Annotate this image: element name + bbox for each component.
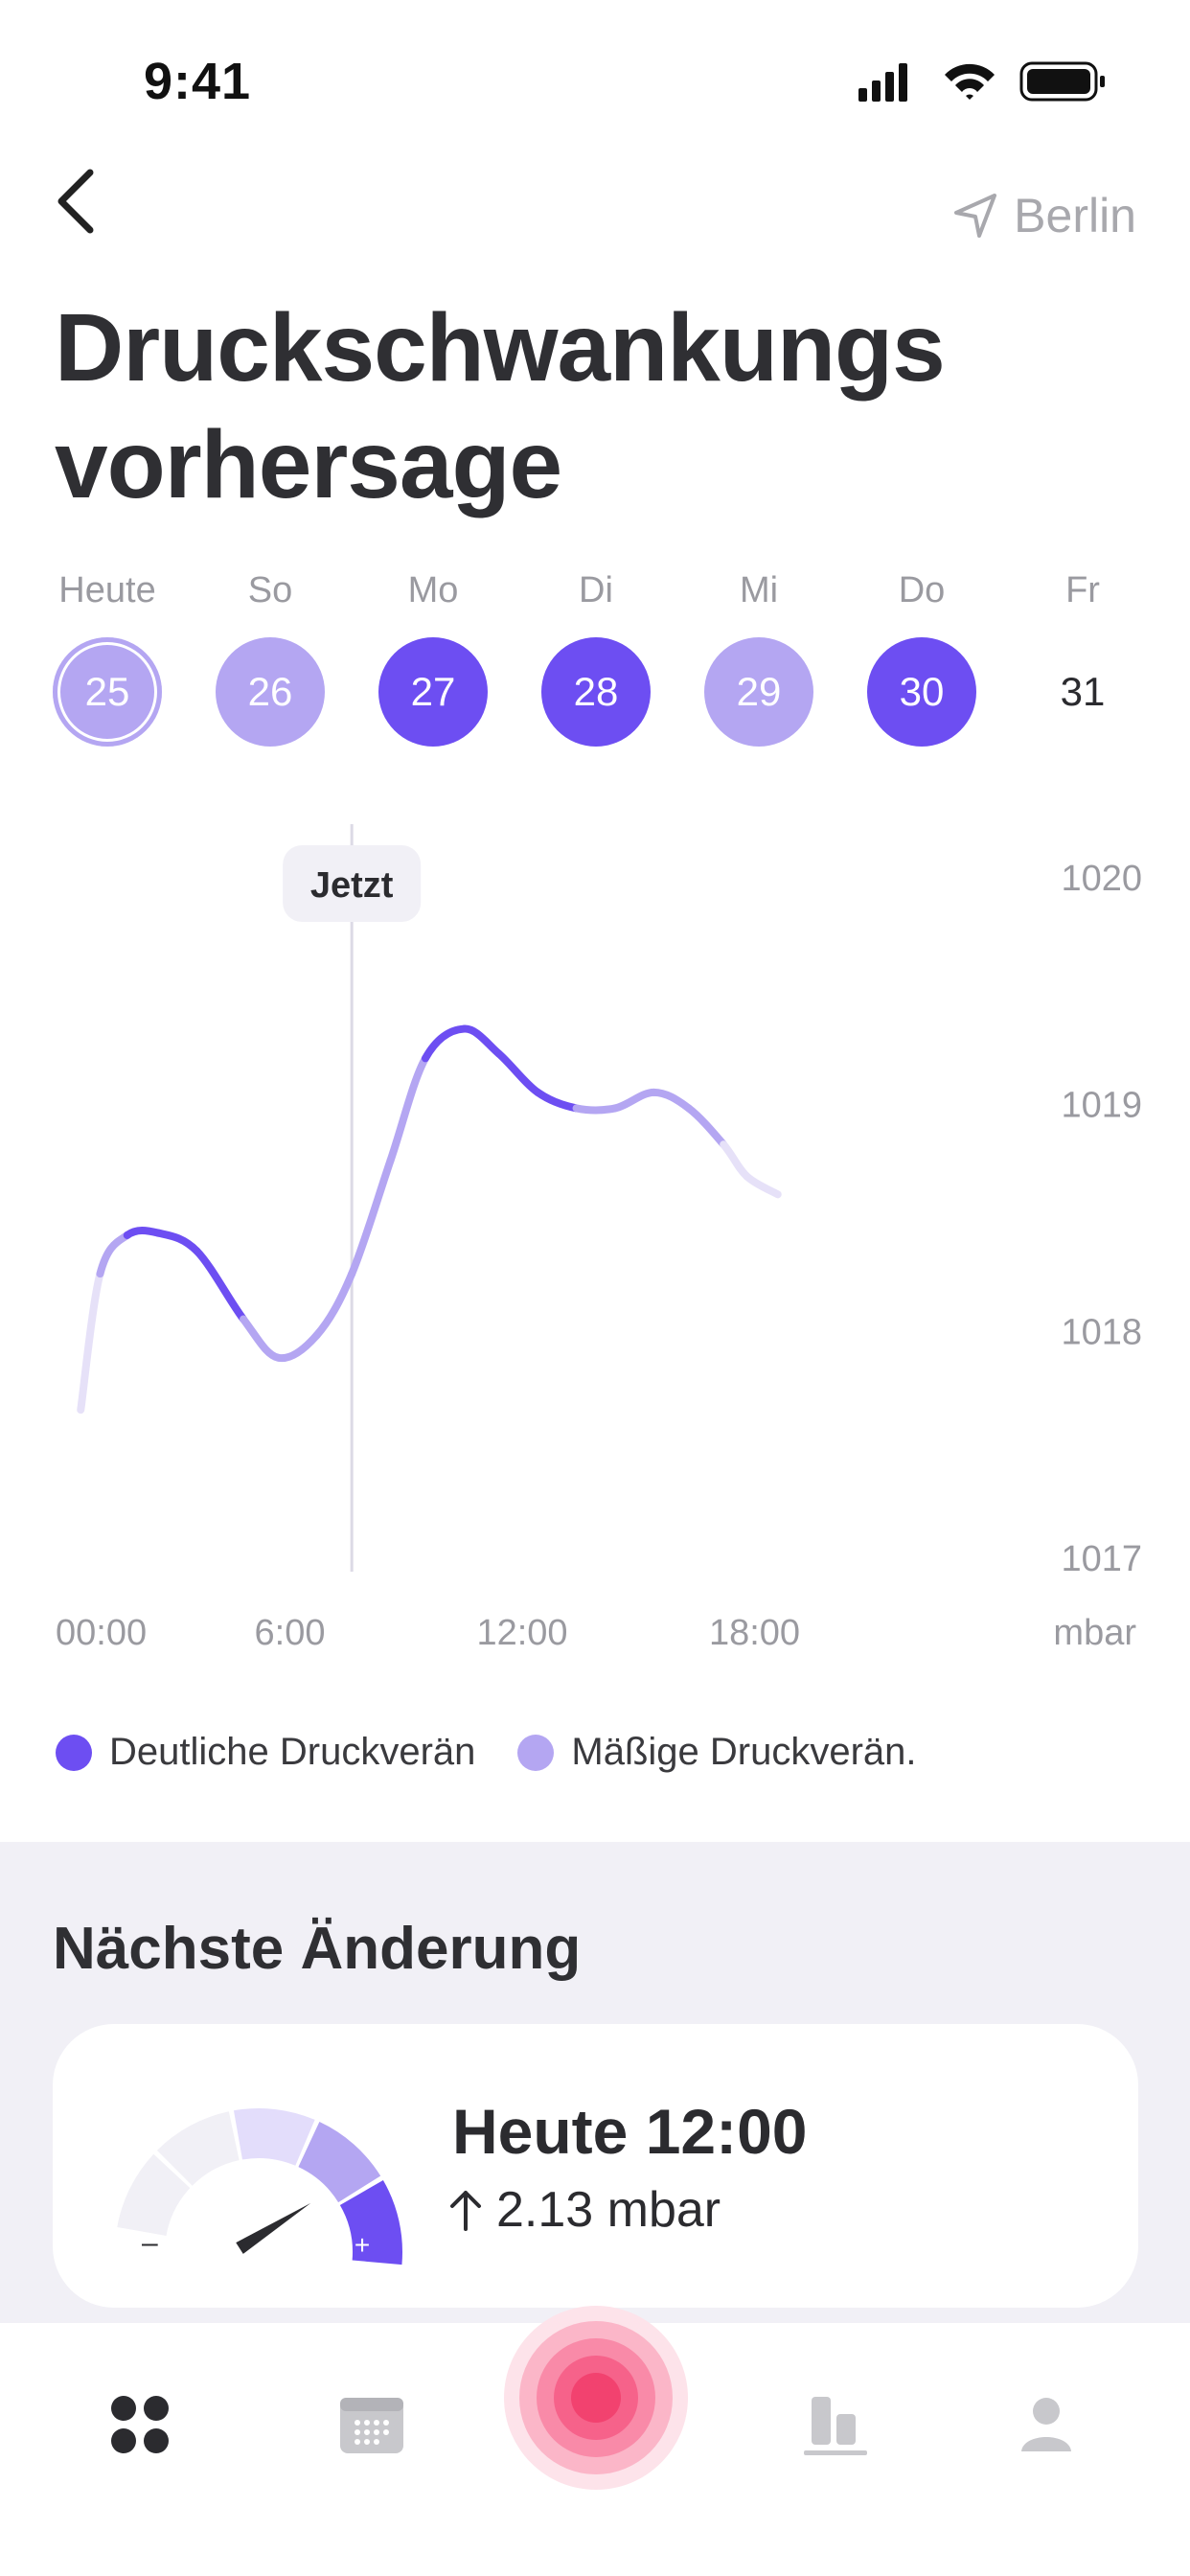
- wifi-icon: [945, 63, 995, 100]
- series-segment: [240, 1315, 283, 1362]
- day-circle[interactable]: 28: [541, 637, 651, 747]
- day-item-4[interactable]: Mi 29: [701, 570, 816, 747]
- tab-profile[interactable]: [998, 2377, 1094, 2472]
- tab-stats[interactable]: [788, 2377, 883, 2472]
- gauge-plus-label: +: [355, 2230, 370, 2260]
- day-item-1[interactable]: So 26: [213, 570, 328, 747]
- y-tick-label: 1019: [1061, 1086, 1142, 1126]
- page-title: Druckschwankungs vorhersage: [55, 289, 1109, 523]
- now-label: Jetzt: [310, 865, 394, 906]
- next-change-time: Heute 12:00: [452, 2096, 808, 2167]
- day-item-5[interactable]: Do 30: [864, 570, 979, 747]
- series-segment: [154, 1229, 201, 1255]
- series-segment: [421, 1024, 469, 1063]
- location-arrow-icon: [954, 194, 997, 238]
- day-name: Di: [579, 570, 613, 610]
- series-segment: [386, 1054, 429, 1164]
- location-selector[interactable]: Berlin: [950, 182, 1136, 249]
- tab-dashboard[interactable]: [92, 2377, 188, 2472]
- x-tick-label: 6:00: [255, 1613, 326, 1653]
- y-tick-label: 1018: [1061, 1312, 1142, 1352]
- day-item-2[interactable]: Mo 27: [376, 570, 491, 747]
- x-tick-label: 12:00: [476, 1613, 567, 1653]
- gauge-segment: [339, 2180, 402, 2266]
- dashboard-icon: [111, 2396, 169, 2453]
- status-time: 9:41: [144, 53, 252, 110]
- signal-icon: [858, 63, 907, 102]
- day-name: Mo: [407, 570, 459, 610]
- gauge-needle: [236, 2202, 311, 2254]
- arrow-up-icon: [450, 2191, 481, 2231]
- series-segment: [274, 1331, 321, 1363]
- gauge-minus-label: –: [142, 2227, 158, 2259]
- pressure-chart: Jetzt 1017 1018 1019 1020 00:00 6:00 12:00 18:00…: [56, 824, 1142, 1653]
- series-segment: [77, 1270, 104, 1414]
- legend-label-strong: Deutliche Druckverän: [109, 1731, 476, 1773]
- series-segment: [572, 1104, 619, 1115]
- series-segment: [96, 1230, 131, 1278]
- next-change-title: Nächste Änderung: [53, 1916, 582, 1982]
- day-item-6[interactable]: Fr 31: [1025, 570, 1140, 747]
- gauge-segment: [298, 2122, 381, 2203]
- series-segment: [312, 1270, 356, 1340]
- series-segment: [650, 1088, 693, 1113]
- series-segment: [720, 1140, 751, 1181]
- tab-calendar[interactable]: [324, 2377, 420, 2472]
- series-segment: [193, 1247, 247, 1323]
- x-tick-label: 18:00: [709, 1613, 800, 1653]
- series-segment: [348, 1156, 395, 1278]
- profile-icon: [1021, 2398, 1071, 2451]
- chevron-left-icon: [57, 169, 94, 234]
- series-segment: [684, 1104, 728, 1149]
- next-change-delta: 2.13 mbar: [446, 2181, 721, 2239]
- legend-dot-strong: [56, 1734, 92, 1771]
- series-segment: [460, 1024, 503, 1058]
- gauge-segment: [233, 2108, 315, 2166]
- day-circle[interactable]: 29: [704, 637, 813, 747]
- calendar-icon: [340, 2398, 403, 2453]
- status-icons: [858, 61, 1105, 102]
- series-segment: [494, 1049, 542, 1096]
- x-tick-label: 00:00: [56, 1613, 147, 1653]
- day-name: Fr: [1065, 570, 1100, 610]
- day-name: Do: [898, 570, 946, 610]
- location-label: Berlin: [1014, 189, 1136, 242]
- legend-item-strong: Deutliche Druckverän: [56, 1731, 475, 1774]
- chart-legend: Deutliche Druckverän Mäßige Druckverän.: [56, 1731, 917, 1774]
- day-name: Mi: [739, 570, 779, 610]
- next-change-delta-value: 2.13 mbar: [496, 2182, 721, 2238]
- day-circle[interactable]: 25: [53, 637, 162, 747]
- back-button[interactable]: [48, 163, 115, 240]
- series-segment: [743, 1172, 782, 1199]
- day-item-3[interactable]: Di 28: [538, 570, 653, 747]
- pressure-gauge: – +: [117, 2108, 402, 2266]
- series-segment: [123, 1227, 163, 1239]
- battery-icon: [1019, 61, 1105, 102]
- y-unit-label: mbar: [1053, 1613, 1136, 1653]
- day-circle[interactable]: 30: [867, 637, 976, 747]
- day-item-0[interactable]: Heute 25: [50, 570, 165, 747]
- legend-item-moderate: Mäßige Druckverän.: [517, 1731, 917, 1774]
- now-label-pill: [283, 845, 422, 922]
- page-title-text: Druckschwankungs vorhersage: [55, 294, 946, 518]
- day-name: Heute: [58, 570, 156, 610]
- day-circle[interactable]: 27: [378, 637, 488, 747]
- legend-dot-moderate: [517, 1734, 555, 1771]
- gauge-segment: [117, 2153, 191, 2236]
- day-circle[interactable]: 31: [1060, 669, 1106, 714]
- next-change-card[interactable]: [53, 2024, 1138, 2308]
- record-icon: [504, 2306, 688, 2490]
- day-name: So: [247, 570, 293, 610]
- day-circle[interactable]: 26: [216, 637, 325, 747]
- tab-record[interactable]: [500, 2302, 692, 2494]
- series-segment: [534, 1088, 581, 1113]
- y-tick-label: 1020: [1061, 859, 1142, 899]
- y-tick-label: 1017: [1061, 1539, 1142, 1579]
- legend-label-moderate: Mäßige Druckverän.: [571, 1731, 917, 1773]
- series-segment: [611, 1088, 658, 1113]
- stats-icon: [804, 2397, 867, 2455]
- gauge-segment: [156, 2111, 240, 2186]
